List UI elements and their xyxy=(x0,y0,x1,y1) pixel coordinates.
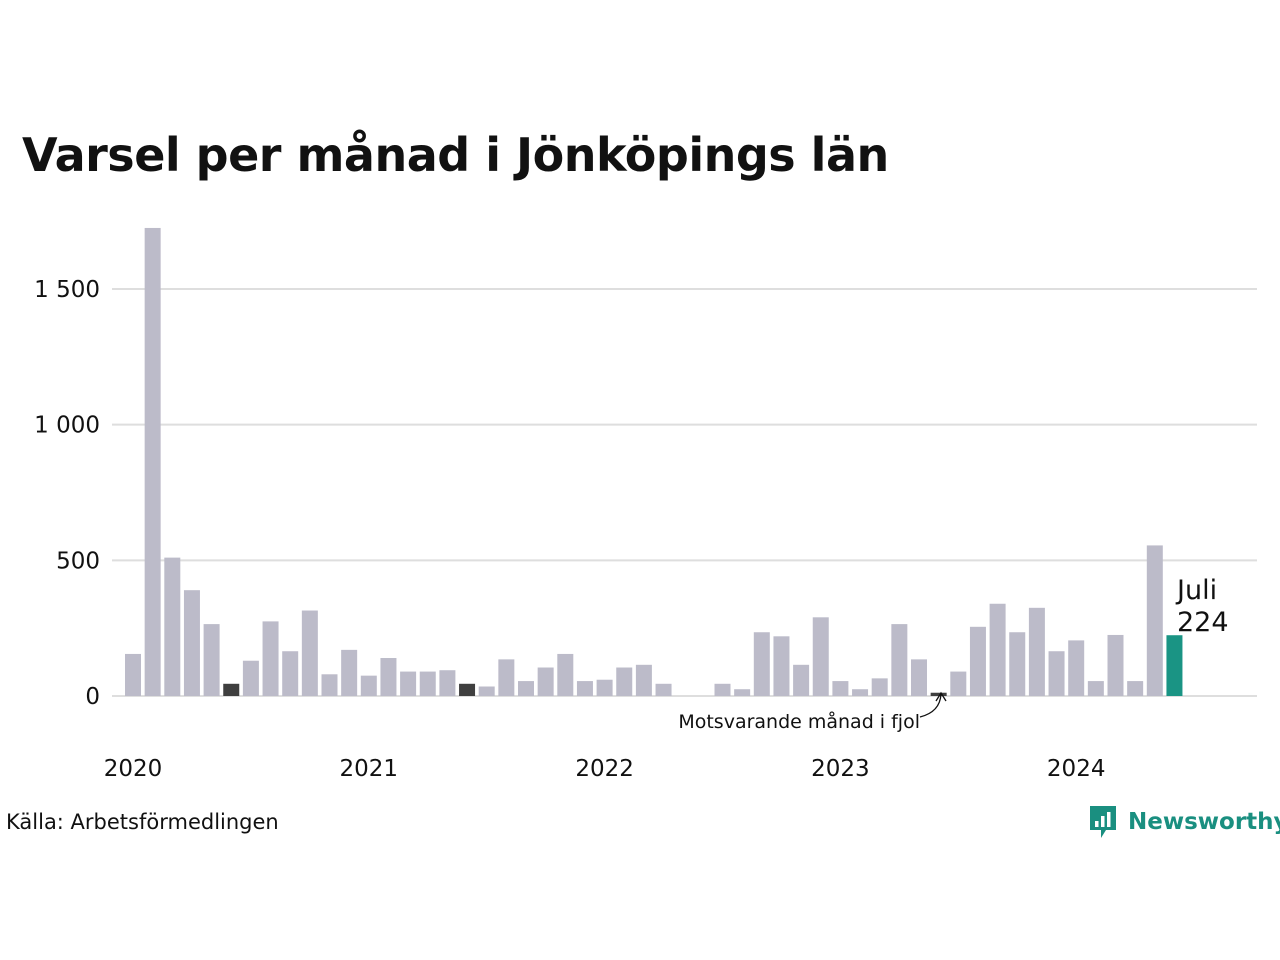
y-tick-label: 1 500 xyxy=(34,277,100,303)
bar xyxy=(1127,681,1144,696)
brand-name: Newsworthy xyxy=(1128,809,1280,835)
newsworthy-chart-bubble-icon xyxy=(1090,806,1116,838)
source-label: Källa: Arbetsförmedlingen xyxy=(6,810,279,834)
comparison-bar xyxy=(930,692,947,696)
bar xyxy=(1028,607,1045,696)
chart-title: Varsel per månad i Jönköpings län xyxy=(22,128,889,182)
bar xyxy=(773,636,790,696)
gridlines xyxy=(112,288,1257,697)
bar xyxy=(753,632,770,696)
bar xyxy=(969,626,986,696)
x-tick-label: 2023 xyxy=(811,756,870,782)
bar xyxy=(301,610,318,696)
y-tick-label: 500 xyxy=(56,548,100,574)
bar xyxy=(1107,634,1124,696)
x-tick-label: 2020 xyxy=(104,756,163,782)
highlight-bar xyxy=(1166,635,1183,696)
comparison-annotation: Motsvarande månad i fjol xyxy=(678,710,920,733)
bar xyxy=(498,659,515,696)
bar xyxy=(950,671,967,696)
brand-logo[interactable]: Newsworthy xyxy=(1088,804,1280,840)
bar xyxy=(557,653,574,696)
comparison-bar xyxy=(223,683,240,696)
bar xyxy=(478,686,495,696)
bar xyxy=(439,670,456,696)
highlight-month-label: Juli xyxy=(1175,575,1217,606)
bar xyxy=(419,671,436,696)
bar xyxy=(203,624,220,696)
annotation-arrowhead-icon xyxy=(935,691,947,702)
bar xyxy=(1009,632,1026,696)
annotation-arrow-icon xyxy=(919,693,942,718)
bar xyxy=(635,664,652,696)
annotations: Motsvarande månad i fjol Juli 224 xyxy=(678,575,1228,733)
bar xyxy=(734,689,751,696)
bar xyxy=(616,667,633,696)
bar xyxy=(1068,640,1085,696)
bars xyxy=(125,227,1183,696)
x-axis-ticks: 2020 2021 2022 2023 2024 xyxy=(104,756,1106,782)
bar xyxy=(183,590,200,696)
bar xyxy=(400,671,417,696)
bar xyxy=(911,659,927,696)
bar xyxy=(321,674,338,696)
comparison-bar xyxy=(459,683,476,696)
bar xyxy=(242,660,259,696)
y-tick-label: 1 000 xyxy=(34,413,100,439)
bar xyxy=(989,603,1006,696)
bar xyxy=(360,675,377,696)
bar-chart: 0 500 1 000 1 500 2020 2021 2022 2023 2024 Mots… xyxy=(34,227,1257,782)
bar xyxy=(891,624,908,696)
bar xyxy=(282,651,299,696)
bar xyxy=(262,621,279,696)
bar xyxy=(164,557,181,696)
bar xyxy=(812,617,829,696)
bar xyxy=(576,681,593,696)
bar xyxy=(1146,545,1163,696)
bar xyxy=(537,667,554,696)
y-tick-label: 0 xyxy=(85,684,100,710)
bar xyxy=(655,683,672,696)
bar xyxy=(1048,651,1065,696)
bar xyxy=(518,681,534,696)
y-axis-ticks: 0 500 1 000 1 500 xyxy=(34,277,100,710)
bar xyxy=(341,649,358,696)
bar xyxy=(596,679,613,696)
x-tick-label: 2021 xyxy=(340,756,399,782)
bar xyxy=(871,678,888,696)
x-tick-label: 2022 xyxy=(575,756,634,782)
bar xyxy=(1087,681,1104,696)
bar xyxy=(832,681,849,696)
bar xyxy=(144,227,161,696)
bar xyxy=(125,653,141,696)
bar xyxy=(714,683,731,696)
x-tick-label: 2024 xyxy=(1047,756,1106,782)
bar xyxy=(852,689,869,696)
bar xyxy=(380,658,397,696)
highlight-value-label: 224 xyxy=(1177,607,1229,638)
bar xyxy=(793,664,810,696)
